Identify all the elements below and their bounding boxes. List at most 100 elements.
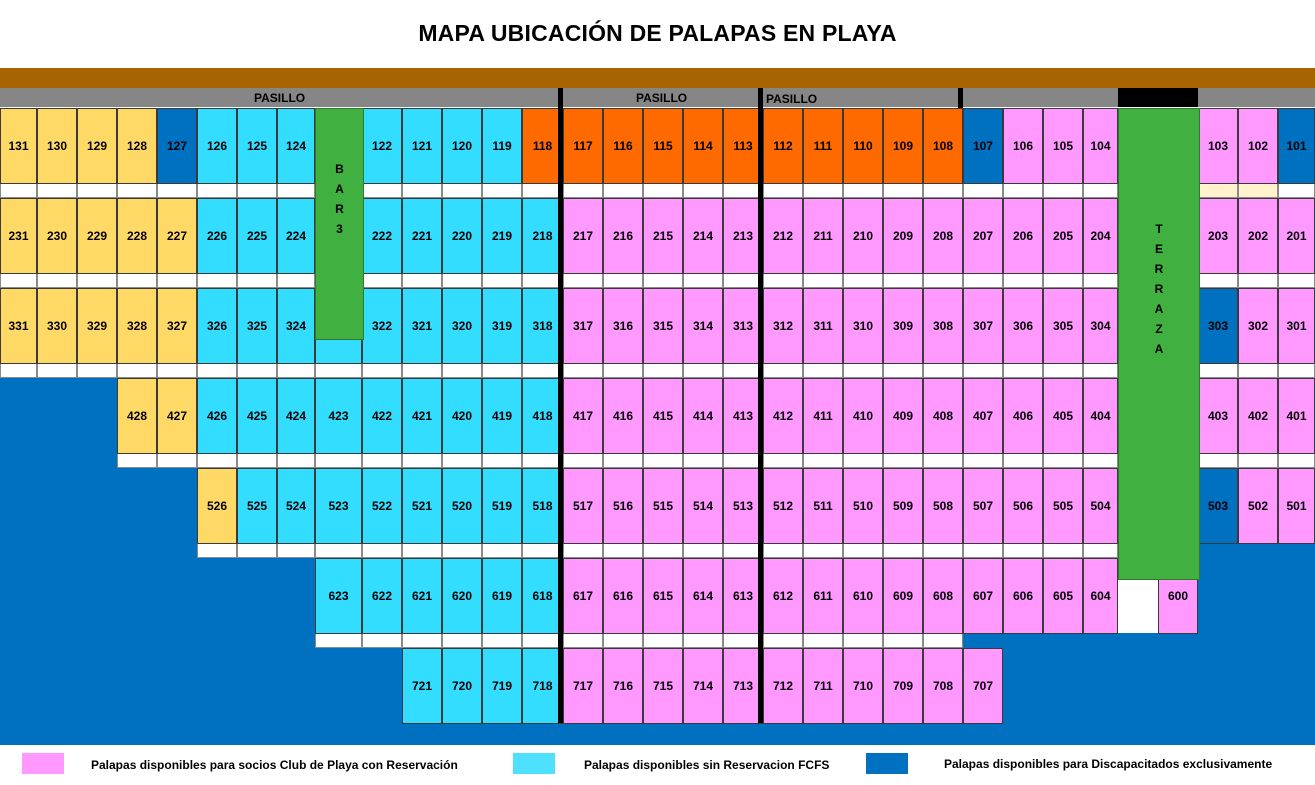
palapa-721[interactable]: 721 xyxy=(402,648,442,724)
palapa-720[interactable]: 720 xyxy=(442,648,482,724)
palapa-615[interactable]: 615 xyxy=(643,558,683,634)
palapa-621[interactable]: 621 xyxy=(402,558,442,634)
palapa-103[interactable]: 103 xyxy=(1198,108,1238,184)
palapa-407[interactable]: 407 xyxy=(963,378,1003,454)
palapa-420[interactable]: 420 xyxy=(442,378,482,454)
palapa-213[interactable]: 213 xyxy=(723,198,763,274)
palapa-325[interactable]: 325 xyxy=(237,288,277,364)
palapa-618[interactable]: 618 xyxy=(522,558,563,634)
palapa-427[interactable]: 427 xyxy=(157,378,197,454)
palapa-214[interactable]: 214 xyxy=(683,198,723,274)
palapa-319[interactable]: 319 xyxy=(482,288,522,364)
palapa-101[interactable]: 101 xyxy=(1278,108,1315,184)
palapa-327[interactable]: 327 xyxy=(157,288,197,364)
palapa-108[interactable]: 108 xyxy=(923,108,963,184)
palapa-228[interactable]: 228 xyxy=(117,198,157,274)
palapa-106[interactable]: 106 xyxy=(1003,108,1043,184)
palapa-107[interactable]: 107 xyxy=(963,108,1003,184)
palapa-127[interactable]: 127 xyxy=(157,108,197,184)
palapa-306[interactable]: 306 xyxy=(1003,288,1043,364)
palapa-521[interactable]: 521 xyxy=(402,468,442,544)
palapa-403[interactable]: 403 xyxy=(1198,378,1238,454)
palapa-330[interactable]: 330 xyxy=(37,288,77,364)
palapa-525[interactable]: 525 xyxy=(237,468,277,544)
palapa-413[interactable]: 413 xyxy=(723,378,763,454)
palapa-708[interactable]: 708 xyxy=(923,648,963,724)
palapa-714[interactable]: 714 xyxy=(683,648,723,724)
palapa-512[interactable]: 512 xyxy=(763,468,803,544)
palapa-120[interactable]: 120 xyxy=(442,108,482,184)
palapa-321[interactable]: 321 xyxy=(402,288,442,364)
palapa-313[interactable]: 313 xyxy=(723,288,763,364)
palapa-519[interactable]: 519 xyxy=(482,468,522,544)
palapa-522[interactable]: 522 xyxy=(362,468,402,544)
palapa-514[interactable]: 514 xyxy=(683,468,723,544)
palapa-311[interactable]: 311 xyxy=(803,288,843,364)
palapa-606[interactable]: 606 xyxy=(1003,558,1043,634)
palapa-425[interactable]: 425 xyxy=(237,378,277,454)
palapa-115[interactable]: 115 xyxy=(643,108,683,184)
palapa-417[interactable]: 417 xyxy=(563,378,603,454)
palapa-113[interactable]: 113 xyxy=(723,108,763,184)
palapa-212[interactable]: 212 xyxy=(763,198,803,274)
palapa-412[interactable]: 412 xyxy=(763,378,803,454)
palapa-510[interactable]: 510 xyxy=(843,468,883,544)
palapa-211[interactable]: 211 xyxy=(803,198,843,274)
palapa-119[interactable]: 119 xyxy=(482,108,522,184)
palapa-607[interactable]: 607 xyxy=(963,558,1003,634)
palapa-303[interactable]: 303 xyxy=(1198,288,1238,364)
palapa-501[interactable]: 501 xyxy=(1278,468,1315,544)
palapa-526[interactable]: 526 xyxy=(197,468,237,544)
palapa-707[interactable]: 707 xyxy=(963,648,1003,724)
palapa-613[interactable]: 613 xyxy=(723,558,763,634)
palapa-622[interactable]: 622 xyxy=(362,558,402,634)
palapa-418[interactable]: 418 xyxy=(522,378,563,454)
palapa-304[interactable]: 304 xyxy=(1083,288,1118,364)
palapa-308[interactable]: 308 xyxy=(923,288,963,364)
palapa-230[interactable]: 230 xyxy=(37,198,77,274)
palapa-719[interactable]: 719 xyxy=(482,648,522,724)
palapa-118[interactable]: 118 xyxy=(522,108,563,184)
palapa-229[interactable]: 229 xyxy=(77,198,117,274)
palapa-511[interactable]: 511 xyxy=(803,468,843,544)
palapa-111[interactable]: 111 xyxy=(803,108,843,184)
palapa-610[interactable]: 610 xyxy=(843,558,883,634)
palapa-421[interactable]: 421 xyxy=(402,378,442,454)
palapa-307[interactable]: 307 xyxy=(963,288,1003,364)
palapa-604[interactable]: 604 xyxy=(1083,558,1118,634)
palapa-320[interactable]: 320 xyxy=(442,288,482,364)
palapa-131[interactable]: 131 xyxy=(0,108,37,184)
palapa-715[interactable]: 715 xyxy=(643,648,683,724)
palapa-504[interactable]: 504 xyxy=(1083,468,1118,544)
palapa-201[interactable]: 201 xyxy=(1278,198,1315,274)
palapa-616[interactable]: 616 xyxy=(603,558,643,634)
palapa-513[interactable]: 513 xyxy=(723,468,763,544)
palapa-331[interactable]: 331 xyxy=(0,288,37,364)
palapa-317[interactable]: 317 xyxy=(563,288,603,364)
palapa-424[interactable]: 424 xyxy=(277,378,315,454)
palapa-617[interactable]: 617 xyxy=(563,558,603,634)
palapa-620[interactable]: 620 xyxy=(442,558,482,634)
palapa-410[interactable]: 410 xyxy=(843,378,883,454)
palapa-520[interactable]: 520 xyxy=(442,468,482,544)
palapa-316[interactable]: 316 xyxy=(603,288,643,364)
palapa-221[interactable]: 221 xyxy=(402,198,442,274)
palapa-401[interactable]: 401 xyxy=(1278,378,1315,454)
palapa-506[interactable]: 506 xyxy=(1003,468,1043,544)
palapa-116[interactable]: 116 xyxy=(603,108,643,184)
palapa-328[interactable]: 328 xyxy=(117,288,157,364)
palapa-716[interactable]: 716 xyxy=(603,648,643,724)
palapa-411[interactable]: 411 xyxy=(803,378,843,454)
palapa-324[interactable]: 324 xyxy=(277,288,315,364)
palapa-712[interactable]: 712 xyxy=(763,648,803,724)
palapa-524[interactable]: 524 xyxy=(277,468,315,544)
palapa-124[interactable]: 124 xyxy=(277,108,315,184)
palapa-309[interactable]: 309 xyxy=(883,288,923,364)
palapa-301[interactable]: 301 xyxy=(1278,288,1315,364)
palapa-612[interactable]: 612 xyxy=(763,558,803,634)
palapa-710[interactable]: 710 xyxy=(843,648,883,724)
palapa-415[interactable]: 415 xyxy=(643,378,683,454)
palapa-508[interactable]: 508 xyxy=(923,468,963,544)
palapa-614[interactable]: 614 xyxy=(683,558,723,634)
palapa-220[interactable]: 220 xyxy=(442,198,482,274)
